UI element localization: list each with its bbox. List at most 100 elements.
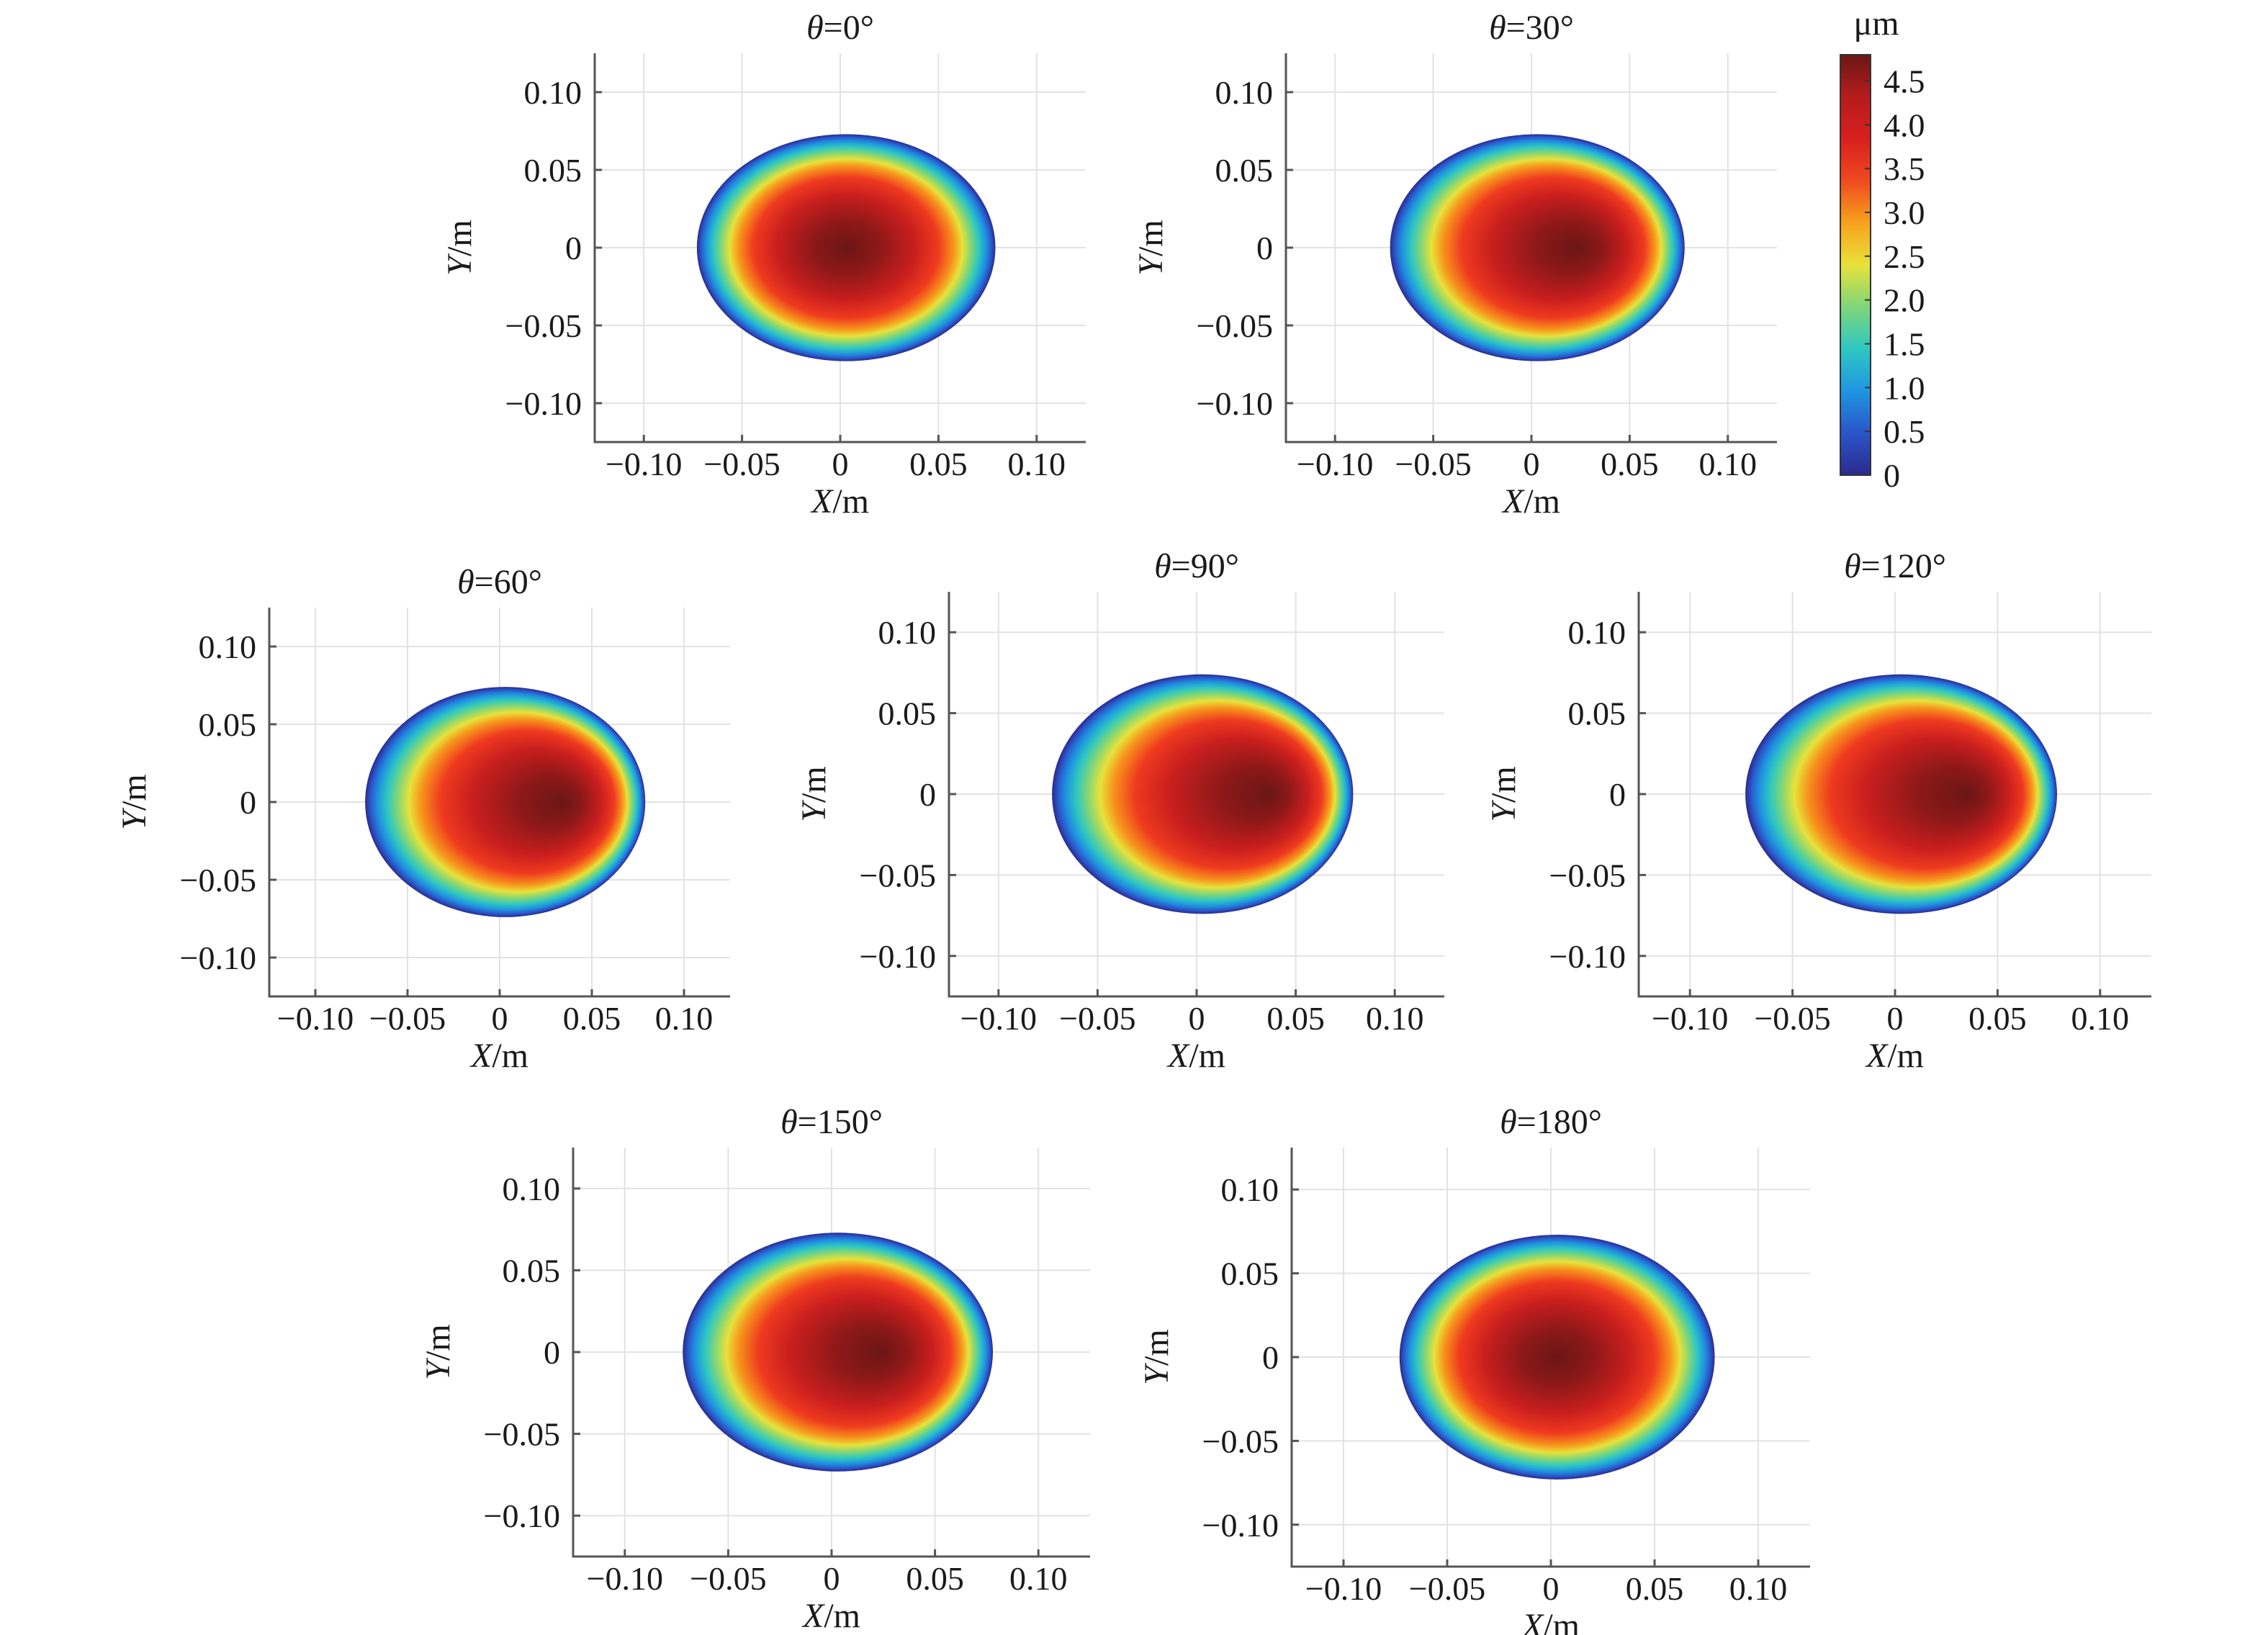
x-tick-label: −0.10 — [1297, 446, 1373, 482]
x-tick-label: 0.05 — [563, 1000, 621, 1037]
title-var: θ — [1154, 547, 1171, 585]
heat-spot — [1745, 674, 2057, 914]
x-tick-label: −0.05 — [703, 446, 780, 482]
y-tick-label: 0 — [1609, 776, 1626, 813]
x-axis-unit: /m — [1887, 1037, 1924, 1075]
x-tick-label: 0 — [1887, 1000, 1904, 1037]
x-tick-label: 0.10 — [1699, 446, 1758, 482]
title-value: =30° — [1506, 9, 1574, 47]
x-tick-label: −0.10 — [1305, 1570, 1382, 1607]
x-axis-var: X — [469, 1037, 493, 1075]
subplot-title: θ=120° — [1844, 547, 1946, 585]
y-tick-label: 0.05 — [1221, 1256, 1279, 1292]
x-axis-unit: /m — [824, 1597, 860, 1635]
heat-spot — [1399, 1235, 1715, 1479]
subplot-title: θ=60° — [457, 563, 542, 601]
y-axis-var: Y — [115, 808, 153, 830]
title-value: =120° — [1861, 547, 1946, 585]
subplot-6: −0.10 −0.05 0 0.05 0.100.100.050−0.05−0.10X/… — [419, 1103, 1090, 1635]
y-tick-label: −0.10 — [860, 938, 936, 975]
heat-spot — [1052, 674, 1354, 914]
x-tick-label: 0 — [492, 1000, 508, 1037]
title-var: θ — [1844, 547, 1861, 585]
y-tick-label: −0.05 — [1549, 857, 1626, 893]
subplot-1: −0.10 −0.05 0 0.05 0.100.100.050−0.05−0.10X/… — [441, 9, 1086, 521]
y-tick-label: 0.05 — [878, 695, 937, 732]
y-axis-unit: /m — [441, 220, 479, 256]
axis-lines — [1290, 1148, 1810, 1568]
y-axis-label: Y/m — [1138, 1329, 1176, 1384]
colorbar-ticks: 4.5 4.0 3.5 3.0 2.5 2.0 1.5 1.0 0.5 0 — [1865, 63, 1925, 494]
y-axis-unit: /m — [795, 766, 833, 803]
x-tick-label: 0 — [824, 1560, 840, 1597]
colorbar-tick-label: 2.5 — [1884, 238, 1925, 275]
x-tick-label: 0.05 — [1626, 1570, 1684, 1607]
x-tick-label: 0 — [1543, 1570, 1560, 1607]
x-axis-label: X/m — [1501, 482, 1560, 521]
y-axis-label: Y/m — [1132, 220, 1170, 275]
axis-lines — [268, 608, 730, 998]
y-tick-label: −0.05 — [180, 862, 256, 898]
title-value: =90° — [1171, 547, 1239, 585]
colorbar-tick-label: 4.5 — [1884, 63, 1925, 100]
y-axis-var: Y — [419, 1358, 457, 1380]
y-axis-unit: /m — [419, 1324, 457, 1361]
y-tick-label: 0.05 — [1568, 695, 1626, 732]
y-tick-label: −0.10 — [1549, 938, 1626, 975]
y-tick-label: −0.10 — [505, 385, 582, 422]
title-value: =150° — [798, 1103, 883, 1141]
y-tick-label: 0.05 — [1215, 152, 1274, 189]
x-tick-label: 0.05 — [1601, 446, 1659, 482]
x-axis-unit: /m — [1189, 1037, 1225, 1075]
subplot-5: −0.10 −0.05 0 0.05 0.100.100.050−0.05−0.10X/… — [1485, 547, 2151, 1075]
y-tick-label: −0.05 — [1197, 307, 1273, 344]
y-tick-label: −0.05 — [860, 857, 936, 893]
x-tick-label: −0.10 — [606, 446, 682, 482]
subplot-title: θ=30° — [1489, 9, 1574, 47]
x-tick-label: 0.10 — [1366, 1000, 1424, 1037]
colorbar-tick-label: 0 — [1884, 457, 1900, 494]
colorbar-tick-label: 0.5 — [1884, 413, 1925, 450]
y-tick-label: 0.05 — [503, 1252, 561, 1289]
y-tick-label: −0.10 — [180, 940, 256, 976]
title-var: θ — [1500, 1103, 1517, 1141]
y-axis-unit: /m — [115, 774, 153, 811]
y-axis-label: Y/m — [441, 220, 479, 275]
y-tick-label: −0.05 — [484, 1416, 560, 1453]
heat-spot — [683, 1233, 994, 1472]
colorbar-unit-label: μm — [1853, 4, 1899, 42]
y-tick-label: 0.10 — [1215, 74, 1274, 111]
axis-lines — [1637, 592, 2151, 998]
colorbar-tick-label: 1.5 — [1884, 326, 1925, 363]
x-tick-label: −0.10 — [587, 1560, 663, 1597]
y-tick-label: 0.10 — [878, 614, 937, 651]
title-var: θ — [806, 9, 824, 47]
colorbar-tick-label: 2.0 — [1884, 282, 1925, 319]
x-tick-label: 0.10 — [1009, 1560, 1068, 1597]
y-tick-label: 0 — [544, 1334, 560, 1371]
y-tick-label: 0.10 — [1568, 614, 1626, 651]
y-tick-label: 0.10 — [503, 1171, 561, 1207]
y-tick-label: 0 — [1262, 1339, 1279, 1376]
x-axis-var: X — [1166, 1037, 1190, 1075]
x-axis-unit: /m — [1524, 482, 1560, 521]
y-tick-label: −0.05 — [1202, 1423, 1279, 1459]
y-axis-var: Y — [795, 800, 833, 822]
title-value: =60° — [474, 563, 542, 601]
title-value: =180° — [1517, 1103, 1602, 1141]
x-axis-var: X — [1521, 1607, 1544, 1635]
subplot-title: θ=150° — [780, 1103, 883, 1141]
x-tick-label: 0 — [1189, 1000, 1205, 1037]
axis-lines — [948, 592, 1444, 998]
heat-spot — [365, 687, 646, 917]
y-axis-label: Y/m — [115, 774, 153, 829]
y-axis-unit: /m — [1132, 220, 1170, 256]
x-tick-label: 0.10 — [655, 1000, 714, 1037]
y-tick-label: −0.10 — [484, 1497, 560, 1534]
y-tick-label: 0.10 — [199, 629, 257, 665]
x-tick-label: −0.10 — [277, 1000, 354, 1037]
x-axis-label: X/m — [1166, 1037, 1225, 1075]
x-tick-label: −0.10 — [1652, 1000, 1728, 1037]
y-axis-unit: /m — [1485, 766, 1523, 803]
axis-lines — [593, 53, 1086, 443]
